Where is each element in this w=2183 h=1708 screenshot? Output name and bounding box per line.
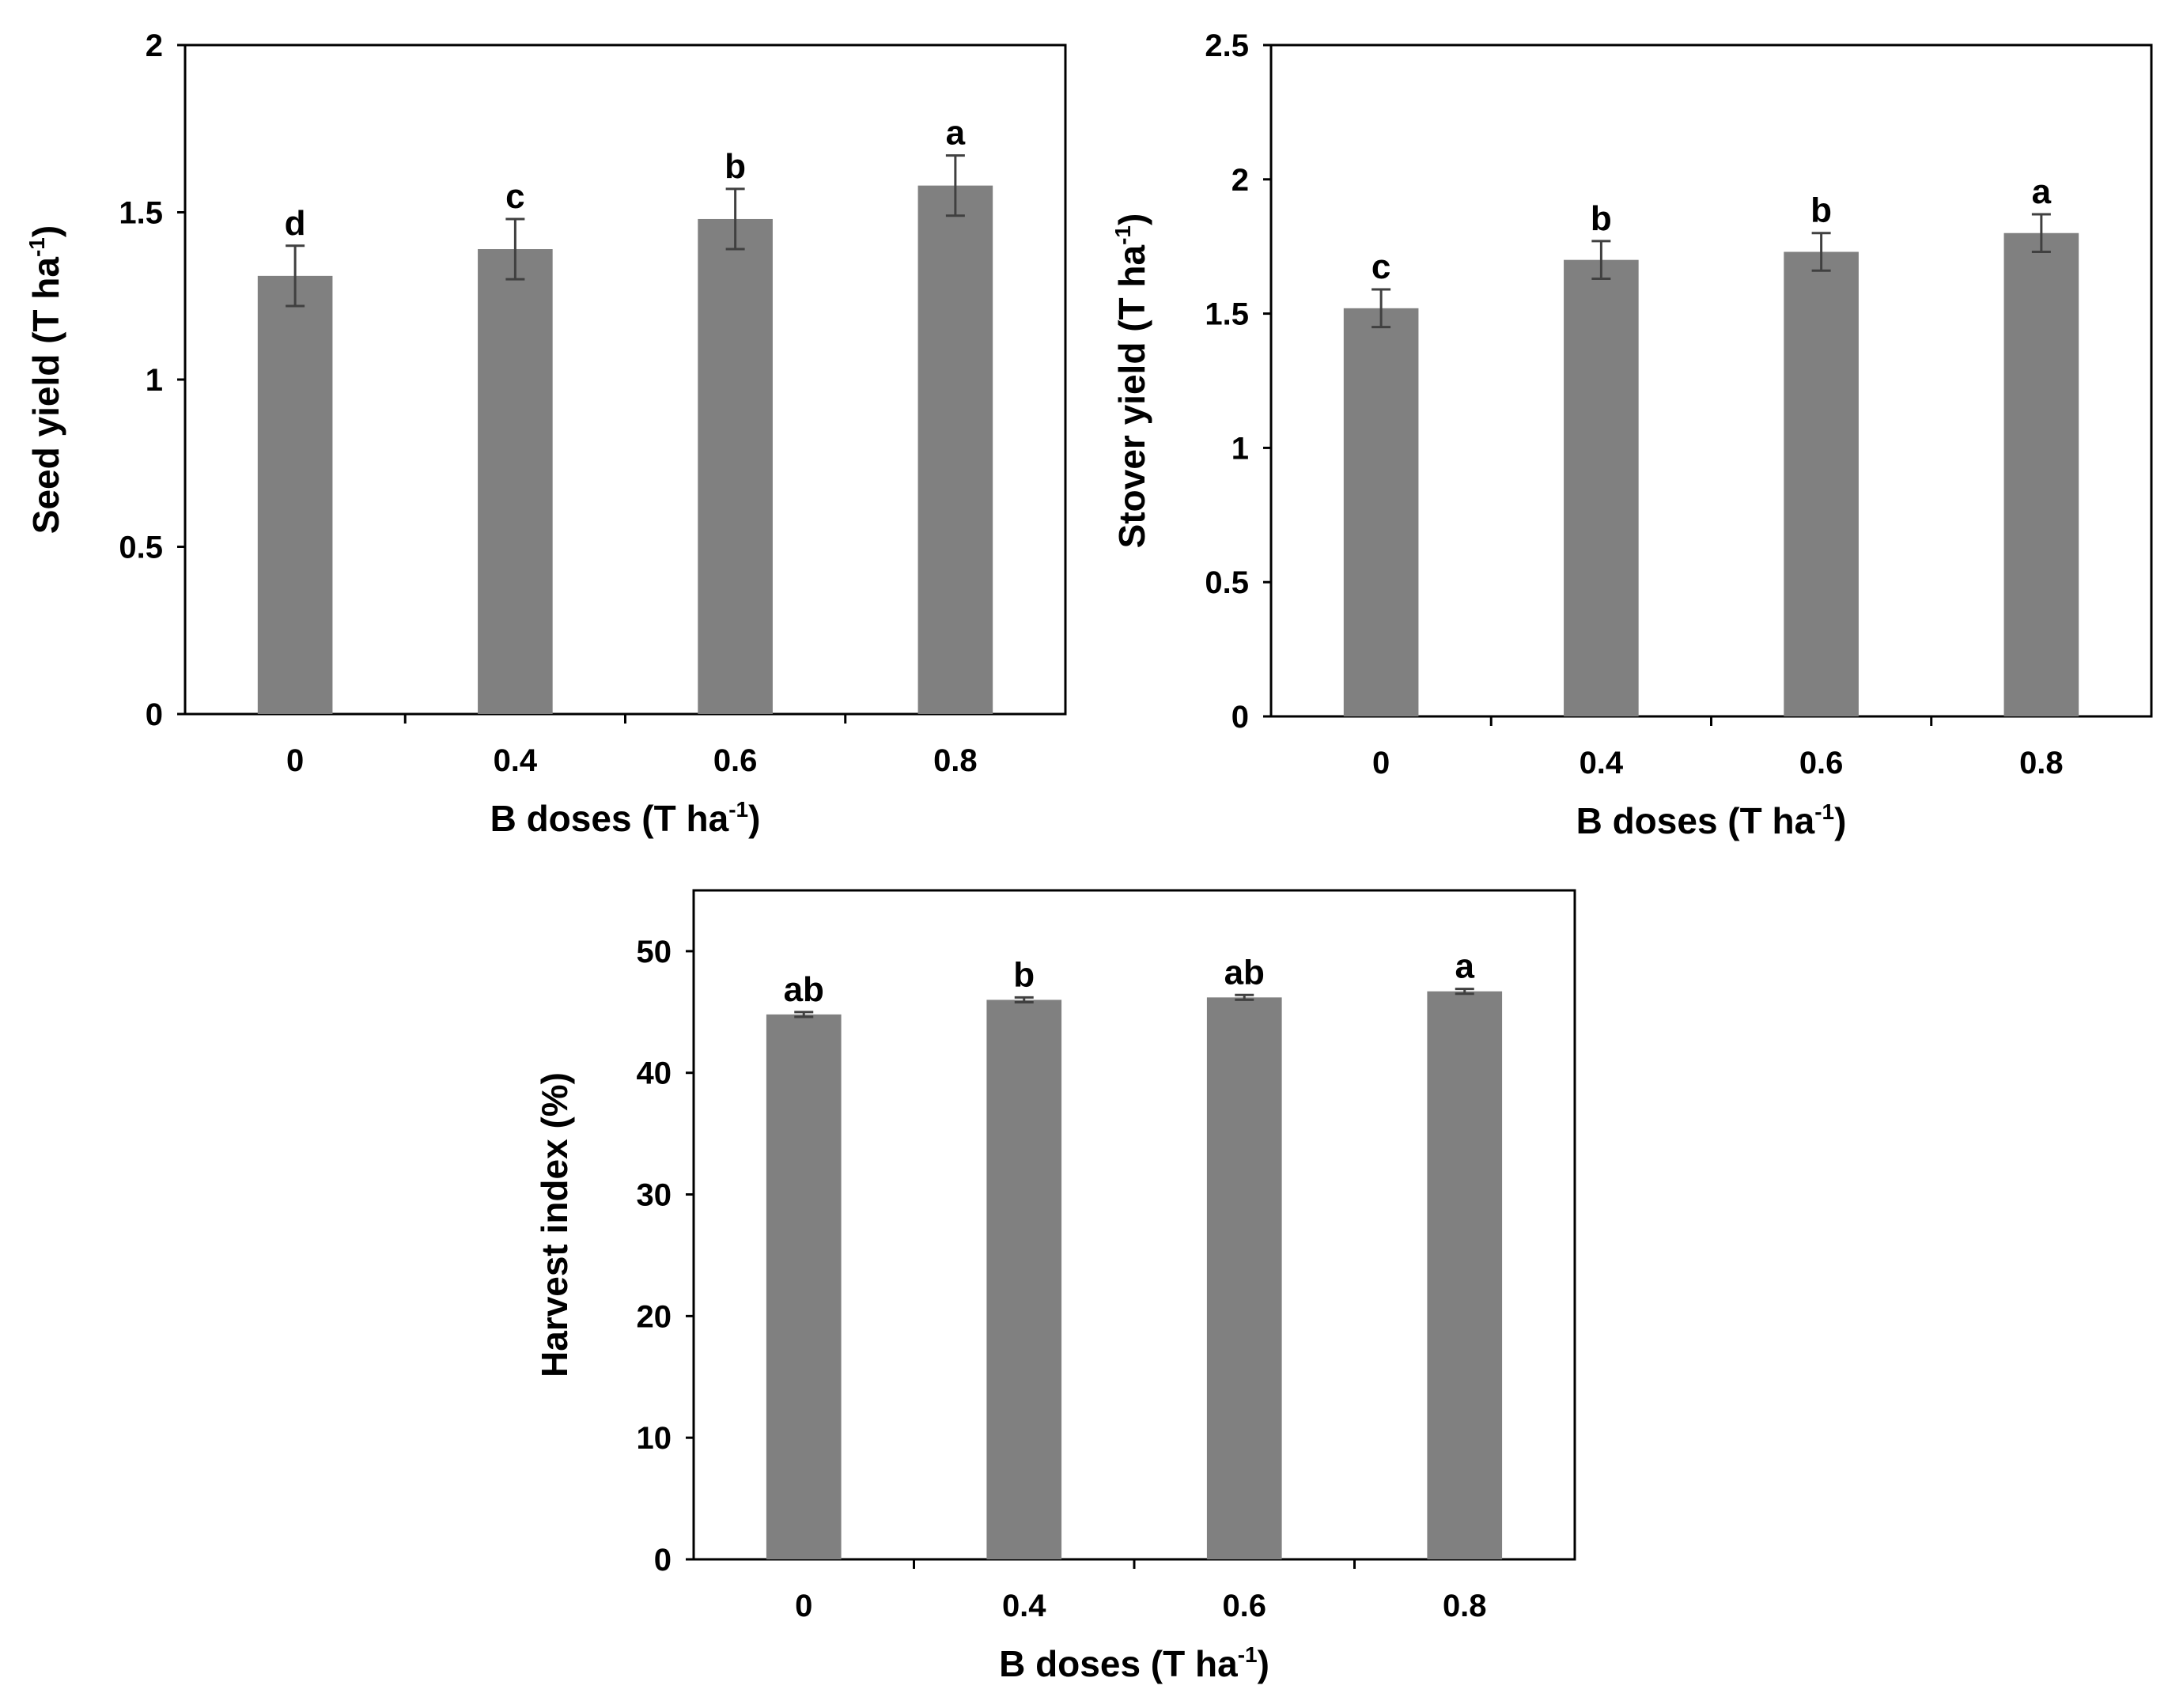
error-bar	[1235, 993, 1254, 1001]
y-tick-label: 40	[637, 1056, 672, 1091]
error-bar	[505, 217, 525, 281]
x-tick-label: 0	[286, 743, 304, 778]
y-tick-label: 1.5	[1205, 297, 1249, 332]
x-tick-label: 0	[795, 1589, 812, 1623]
y-tick-label: 1	[1231, 431, 1249, 466]
x-tick-label: 0.6	[713, 743, 758, 778]
significance-letter: b	[1013, 955, 1035, 994]
significance-letter: c	[505, 177, 524, 216]
y-axis-label: Stover yield (T ha-1)	[1110, 214, 1152, 549]
bar	[2003, 232, 2079, 717]
y-tick-label: 2	[146, 28, 163, 63]
bar	[1427, 991, 1503, 1559]
x-axis-label: B doses (T ha-1)	[1576, 799, 1847, 841]
error-bar	[286, 244, 305, 308]
y-tick-label: 0	[654, 1543, 672, 1578]
y-axis-label: Harvest index (%)	[534, 1072, 575, 1377]
x-tick-label: 0.6	[1222, 1589, 1266, 1623]
error-bar	[945, 154, 965, 217]
error-bar	[1014, 996, 1034, 1004]
x-tick-label: 0.6	[1799, 746, 1844, 780]
bar	[766, 1014, 842, 1559]
y-tick-label: 50	[637, 935, 672, 969]
error-bar	[1811, 232, 1831, 272]
significance-letter: ab	[784, 970, 824, 1009]
error-bar	[1591, 240, 1611, 280]
y-tick-label: 1	[146, 363, 163, 398]
bar	[1784, 251, 1859, 716]
x-tick-label: 0.4	[1002, 1589, 1046, 1623]
y-tick-label: 2	[1231, 163, 1249, 198]
bar	[257, 275, 333, 714]
significance-letter: b	[1810, 191, 1832, 230]
significance-letter: b	[1591, 199, 1612, 238]
bar	[917, 185, 993, 714]
y-tick-label: 0	[1231, 700, 1249, 735]
y-tick-label: 1.5	[119, 196, 163, 231]
bar	[1564, 259, 1639, 716]
error-bar	[725, 187, 745, 251]
x-axis-label: B doses (T ha-1)	[999, 1642, 1269, 1684]
y-tick-label: 0	[146, 697, 163, 732]
y-axis-label: Seed yield (T ha-1)	[25, 225, 66, 534]
bar	[698, 218, 773, 715]
x-tick-label: 0.4	[1580, 746, 1624, 780]
y-tick-label: 10	[637, 1421, 672, 1456]
significance-letter: ab	[1224, 953, 1265, 992]
significance-letter: a	[1455, 947, 1475, 986]
y-tick-label: 0.5	[119, 531, 163, 565]
x-tick-label: 0.8	[2019, 746, 2064, 780]
bar	[986, 999, 1062, 1559]
significance-letter: a	[946, 114, 966, 153]
bar	[1343, 308, 1419, 717]
y-tick-label: 20	[637, 1299, 672, 1334]
bar	[478, 249, 553, 714]
error-bar	[1455, 988, 1474, 996]
chart-harvest: 0 10 20 30 40 50 ab 0 b 0.4 ab 0.6 a 0.8 B doses (T ha…	[534, 889, 1576, 1684]
y-tick-label: 30	[637, 1178, 672, 1213]
x-tick-label: 0.8	[933, 743, 978, 778]
significance-letter: b	[725, 147, 746, 186]
bar	[1206, 997, 1282, 1559]
y-tick-label: 2.5	[1205, 28, 1249, 63]
significance-letter: d	[285, 204, 306, 243]
error-bar	[794, 1011, 814, 1018]
chart-seed: 0 0.5 1 1.5 2 d 0 c 0.4 b 0.6 a 0.8 B doses (T ha-1) S…	[25, 28, 1067, 839]
x-tick-label: 0.4	[494, 743, 538, 778]
significance-letter: a	[2032, 172, 2052, 211]
significance-letter: c	[1371, 248, 1390, 286]
chart-stover: 0 0.5 1 1.5 2 2.5 c 0 b 0.4 b 0.6 a 0.8 B doses (T ha-…	[1110, 28, 2153, 841]
error-bar	[2031, 213, 2051, 253]
y-tick-label: 0.5	[1205, 565, 1249, 600]
x-axis-label: B doses (T ha-1)	[490, 797, 761, 839]
x-tick-label: 0	[1372, 746, 1390, 780]
error-bar	[1371, 288, 1391, 329]
x-tick-label: 0.8	[1443, 1589, 1487, 1623]
